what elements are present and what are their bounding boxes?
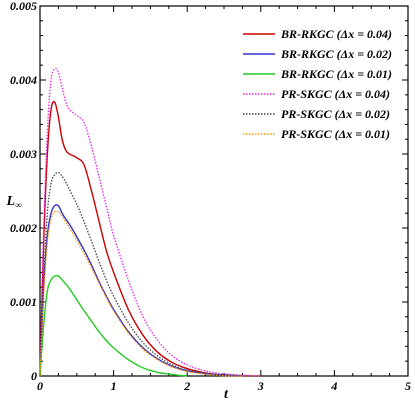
x-tick-label: 1 [111, 379, 117, 393]
y-tick-label: 0 [31, 369, 37, 383]
series-line-6 [39, 210, 261, 377]
x-tick-label: 5 [405, 379, 411, 393]
series-line-5 [39, 171, 261, 377]
y-axis-title-main: L [6, 194, 16, 209]
series-line-4 [39, 67, 261, 377]
legend-label-6: PR-SKGC (Δx = 0.01) [281, 127, 390, 141]
legend-label-5: PR-SKGC (Δx = 0.02) [281, 107, 390, 121]
y-tick-label: 0.001 [10, 295, 37, 309]
x-axis-title: t [224, 387, 229, 402]
x-tick-label: 2 [183, 379, 190, 393]
legend: BR-RKGC (Δx = 0.04) BR-RKGC (Δx = 0.02) BR… [243, 27, 392, 141]
x-tick-label: 4 [330, 379, 337, 393]
y-axis-title-subscript: ∞ [15, 200, 21, 210]
plot-frame [39, 5, 409, 377]
x-tick-label: 3 [257, 379, 264, 393]
legend-label-4: PR-SKGC (Δx = 0.04) [281, 87, 390, 101]
y-tick-label: 0.005 [10, 0, 37, 13]
x-axis: 0 1 2 3 4 5 [37, 6, 411, 393]
y-tick-label: 0.003 [10, 147, 37, 161]
legend-label-2: BR-RKGC (Δx = 0.02) [280, 47, 392, 61]
legend-label-3: BR-RKGC (Δx = 0.01) [280, 67, 392, 81]
y-axis: 0 0.001 0.002 0.003 0.004 0.005 [10, 0, 408, 383]
plot-area [39, 5, 409, 377]
y-axis-title: L∞ [6, 194, 22, 210]
y-tick-label: 0.002 [10, 221, 37, 235]
series-layer [39, 67, 261, 377]
series-line-3 [39, 274, 188, 377]
series-line-1 [39, 100, 261, 377]
y-tick-label: 0.004 [10, 73, 37, 87]
x-tick-label: 0 [37, 379, 43, 393]
legend-label-1: BR-RKGC (Δx = 0.04) [280, 27, 392, 41]
